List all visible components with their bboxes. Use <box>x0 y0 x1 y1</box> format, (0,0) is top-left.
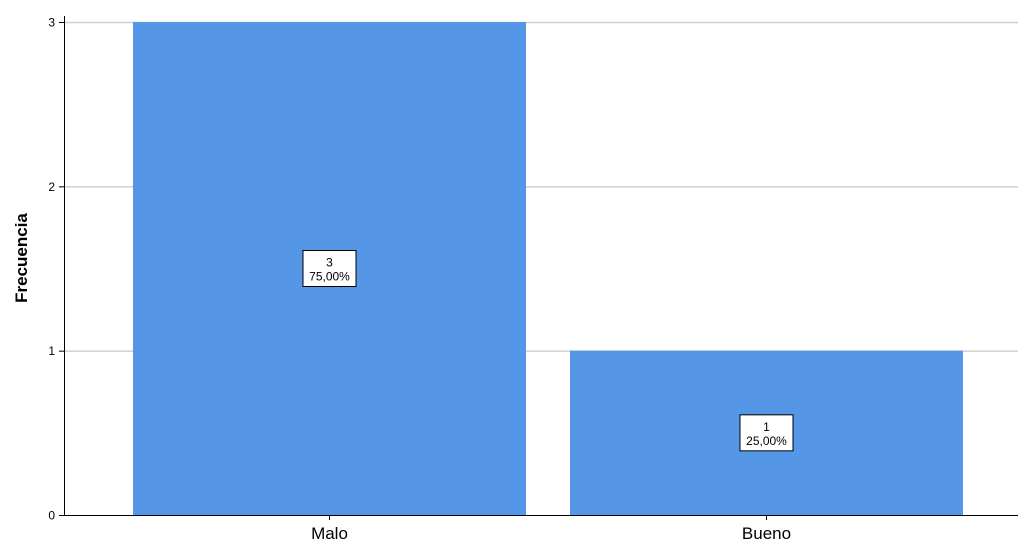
y-tick-label-2: 2 <box>48 180 55 194</box>
data-label-count-bueno: 1 <box>763 420 770 434</box>
data-label-percent-malo: 75,00% <box>309 270 350 284</box>
data-label-count-malo: 3 <box>326 256 333 270</box>
data-label-box-bueno <box>739 414 794 452</box>
bars <box>133 22 963 515</box>
data-labels: 375,00% 125,00% <box>302 250 794 452</box>
y-tick-label-1: 1 <box>48 344 55 358</box>
data-label-box-malo <box>302 250 357 287</box>
y-tick-label-3: 3 <box>48 16 55 30</box>
axes: 0 1 2 3 Malo Bueno <box>48 16 1018 543</box>
data-label-percent-bueno: 25,00% <box>746 434 787 448</box>
x-tick-label-malo: Malo <box>311 524 348 543</box>
x-tick-label-bueno: Bueno <box>742 524 791 543</box>
y-tick-label-0: 0 <box>48 509 55 523</box>
y-axis-label: Frecuencia <box>12 213 31 303</box>
